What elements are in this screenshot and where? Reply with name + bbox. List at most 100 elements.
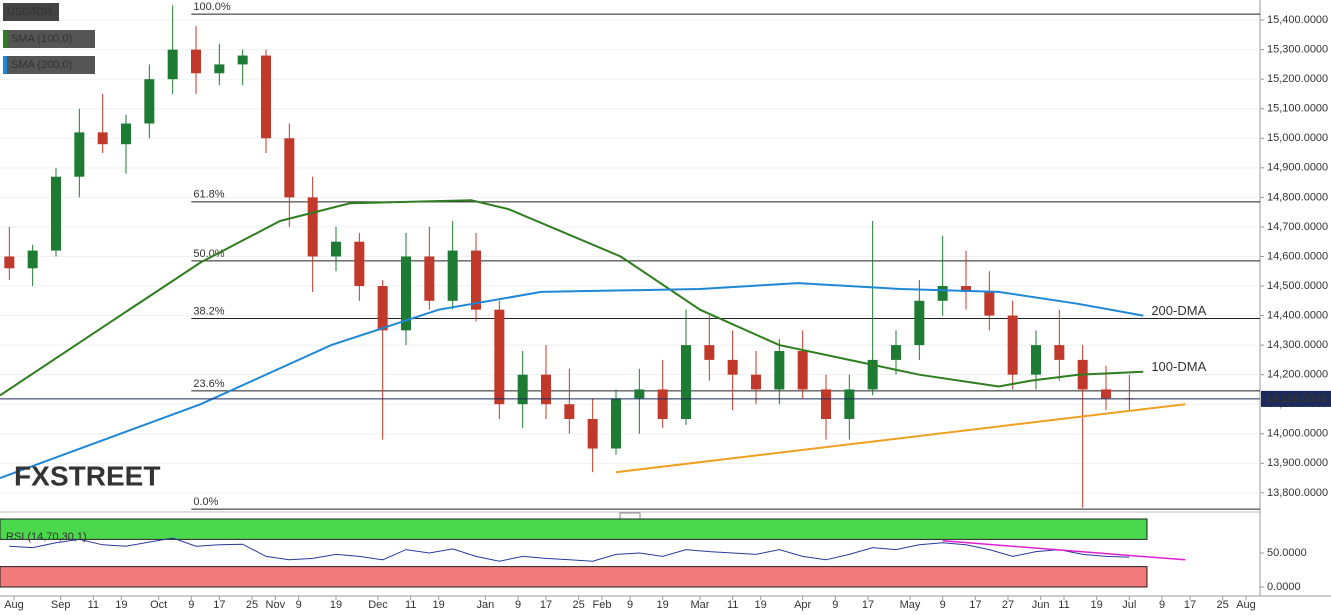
candle-body <box>704 345 715 360</box>
fib-label: 0.0% <box>193 496 218 508</box>
y-tick-label: 50.0000 <box>1267 547 1307 559</box>
x-tick-label: 19 <box>1091 599 1103 611</box>
fib-label: 61.8% <box>193 189 224 201</box>
x-tick-label: Jan <box>476 599 494 611</box>
x-tick-label: Sep <box>51 599 71 611</box>
candle-body <box>307 197 318 257</box>
x-tick-label: Dec <box>368 599 388 611</box>
candle-body <box>1054 345 1065 360</box>
candle-body <box>354 241 365 287</box>
candle-body <box>961 286 971 292</box>
candle-body <box>237 55 248 65</box>
candle-body <box>1007 315 1018 375</box>
x-tick-label: 9 <box>188 599 194 611</box>
candle-body <box>284 138 295 198</box>
y-tick-label: 15,200.0000 <box>1267 73 1328 85</box>
legend-label: SMA (100,0) <box>11 33 72 45</box>
candle-body <box>377 286 388 331</box>
candle-body <box>564 404 575 419</box>
brand: FX <box>14 460 50 491</box>
candle-body <box>657 389 668 419</box>
candle-body <box>261 55 271 139</box>
fib-label: 23.6% <box>193 378 224 390</box>
x-tick-label: Jun <box>1032 599 1050 611</box>
y-tick-label: 14,600.0000 <box>1267 250 1328 262</box>
candle-body <box>844 389 855 419</box>
candle-body <box>984 291 995 316</box>
oversold-band <box>0 566 1148 588</box>
sma-annotation: 200-DMA <box>1151 303 1206 318</box>
candle-body <box>121 123 131 145</box>
overbought-band <box>0 518 1148 540</box>
x-tick-label: Mar <box>691 599 710 611</box>
candle-body <box>587 418 598 449</box>
legend-box <box>3 30 95 48</box>
x-tick-label: 25 <box>246 599 258 611</box>
x-tick-label: 9 <box>940 599 946 611</box>
candle-body <box>4 256 15 269</box>
candle-body <box>541 374 551 405</box>
x-tick-label: 11 <box>727 599 738 611</box>
x-tick-label: 25 <box>1217 599 1229 611</box>
rsi-trendline <box>942 540 1186 561</box>
legend-box <box>3 3 59 21</box>
y-tick-label: 14,500.0000 <box>1267 280 1328 292</box>
candle-body <box>97 132 108 145</box>
legend-swatch <box>3 56 7 74</box>
x-tick-label: 25 <box>573 599 585 611</box>
x-tick-label: 17 <box>213 599 225 611</box>
candle-body <box>1101 389 1111 399</box>
candle-body <box>471 250 481 310</box>
candle-body <box>914 300 925 346</box>
x-tick-label: 19 <box>755 599 767 611</box>
y-tick-label: 13,900.0000 <box>1267 457 1328 469</box>
candle-body <box>751 374 761 390</box>
x-tick-label: 17 <box>969 599 981 611</box>
candle-body <box>214 64 225 74</box>
candle-body <box>937 286 948 301</box>
candle-body <box>191 49 201 74</box>
y-tick-label: 13,800.0000 <box>1267 487 1328 499</box>
y-tick-label: 14,700.0000 <box>1267 221 1328 233</box>
y-tick-label: 14,400.0000 <box>1267 309 1328 321</box>
candle-body <box>891 345 901 360</box>
legend-swatch <box>3 30 7 48</box>
x-tick-label: Feb <box>593 599 612 611</box>
candle-body <box>821 389 831 419</box>
sma-annotation: 100-DMA <box>1151 359 1206 374</box>
x-tick-label: 9 <box>832 599 838 611</box>
y-tick-label: 15,000.0000 <box>1267 132 1328 144</box>
legend-box <box>3 56 95 74</box>
x-tick-label: 9 <box>296 599 302 611</box>
x-tick-label: 19 <box>657 599 669 611</box>
y-tick-label: 14,900.0000 <box>1267 162 1328 174</box>
candle-body <box>1031 345 1041 375</box>
x-tick-label: 11 <box>405 599 416 611</box>
candle-body <box>774 351 785 390</box>
x-tick-label: 19 <box>115 599 127 611</box>
candle-body <box>74 132 85 177</box>
x-tick-label: Aug <box>4 599 24 611</box>
candle-body <box>634 389 645 399</box>
rsi-title: RSI (14,70,30,1) <box>6 531 87 543</box>
x-tick-label: 11 <box>1058 599 1069 611</box>
last-price-box <box>1261 390 1331 407</box>
candle-body <box>144 79 155 124</box>
candle-body <box>401 256 411 331</box>
trendline <box>615 403 1186 474</box>
x-tick-label: Oct <box>150 599 167 611</box>
x-tick-label: 11 <box>88 599 99 611</box>
legend-label: SMA (200,0) <box>11 59 72 71</box>
candle-body <box>27 250 38 269</box>
candle-body <box>167 49 178 80</box>
y-tick-label: 15,400.0000 <box>1267 14 1328 26</box>
candle-body <box>494 309 505 405</box>
rsi-line <box>9 537 1130 562</box>
x-tick-label: 9 <box>627 599 633 611</box>
candle-body <box>517 374 528 405</box>
candle-body <box>727 359 738 375</box>
candle-body <box>867 359 878 390</box>
x-tick-label: 17 <box>540 599 552 611</box>
y-tick-label: 15,100.0000 <box>1267 103 1328 115</box>
